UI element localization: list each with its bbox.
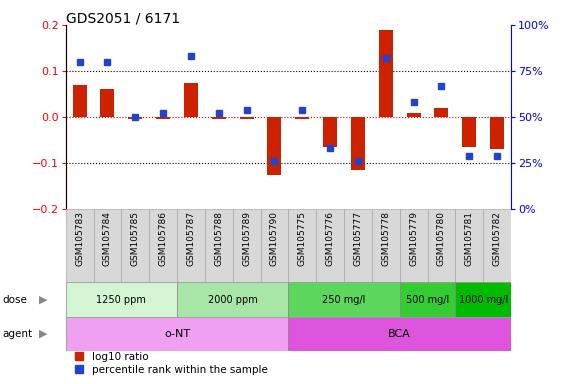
Text: o-NT: o-NT	[164, 329, 190, 339]
Text: GSM105787: GSM105787	[186, 212, 195, 266]
Text: GSM105776: GSM105776	[325, 212, 335, 266]
Bar	[149, 209, 177, 282]
Bar	[456, 282, 511, 317]
Bar	[66, 317, 288, 351]
Text: ▶: ▶	[39, 295, 47, 305]
Text: GSM105778: GSM105778	[381, 212, 391, 266]
Text: GSM105786: GSM105786	[159, 212, 168, 266]
Legend: log10 ratio, percentile rank within the sample: log10 ratio, percentile rank within the …	[71, 348, 272, 379]
Bar	[372, 209, 400, 282]
Bar	[407, 113, 421, 117]
Text: ▶: ▶	[39, 329, 47, 339]
Bar	[400, 282, 456, 317]
Bar	[456, 209, 483, 282]
Bar	[379, 30, 393, 117]
Bar	[295, 117, 309, 119]
Bar	[435, 108, 448, 117]
Bar	[233, 209, 260, 282]
Text: GSM105782: GSM105782	[493, 212, 502, 266]
Text: GSM105781: GSM105781	[465, 212, 474, 266]
Text: 1250 ppm: 1250 ppm	[96, 295, 146, 305]
Text: agent: agent	[3, 329, 33, 339]
Bar	[288, 282, 400, 317]
Text: GSM105775: GSM105775	[297, 212, 307, 266]
Bar	[73, 85, 87, 117]
Bar	[122, 209, 149, 282]
Bar	[483, 209, 511, 282]
Bar	[100, 89, 114, 117]
Bar	[316, 209, 344, 282]
Bar	[184, 83, 198, 117]
Text: GSM105779: GSM105779	[409, 212, 418, 266]
Text: 500 mg/l: 500 mg/l	[406, 295, 449, 305]
Text: GSM105788: GSM105788	[214, 212, 223, 266]
Bar	[428, 209, 456, 282]
Bar	[463, 117, 476, 147]
Bar	[351, 117, 365, 170]
Text: GSM105780: GSM105780	[437, 212, 446, 266]
Bar	[66, 282, 177, 317]
Text: GSM105785: GSM105785	[131, 212, 140, 266]
Bar	[94, 209, 122, 282]
Bar	[400, 209, 428, 282]
Bar	[66, 209, 94, 282]
Bar	[205, 209, 233, 282]
Text: BCA: BCA	[388, 329, 411, 339]
Bar	[267, 117, 282, 175]
Bar	[177, 209, 205, 282]
Text: dose: dose	[3, 295, 28, 305]
Text: GSM105777: GSM105777	[353, 212, 363, 266]
Bar	[240, 117, 254, 119]
Text: 1000 mg/l: 1000 mg/l	[459, 295, 508, 305]
Bar	[260, 209, 288, 282]
Text: GSM105784: GSM105784	[103, 212, 112, 266]
Text: GSM105790: GSM105790	[270, 212, 279, 266]
Bar	[128, 117, 142, 119]
Bar	[344, 209, 372, 282]
Bar	[323, 117, 337, 147]
Text: 2000 ppm: 2000 ppm	[208, 295, 258, 305]
Bar	[490, 117, 504, 149]
Text: GDS2051 / 6171: GDS2051 / 6171	[66, 12, 180, 25]
Text: GSM105783: GSM105783	[75, 212, 84, 266]
Text: 250 mg/l: 250 mg/l	[323, 295, 365, 305]
Text: GSM105789: GSM105789	[242, 212, 251, 266]
Bar	[212, 117, 226, 119]
Bar	[177, 282, 288, 317]
Bar	[288, 209, 316, 282]
Bar	[156, 117, 170, 119]
Bar	[288, 317, 511, 351]
